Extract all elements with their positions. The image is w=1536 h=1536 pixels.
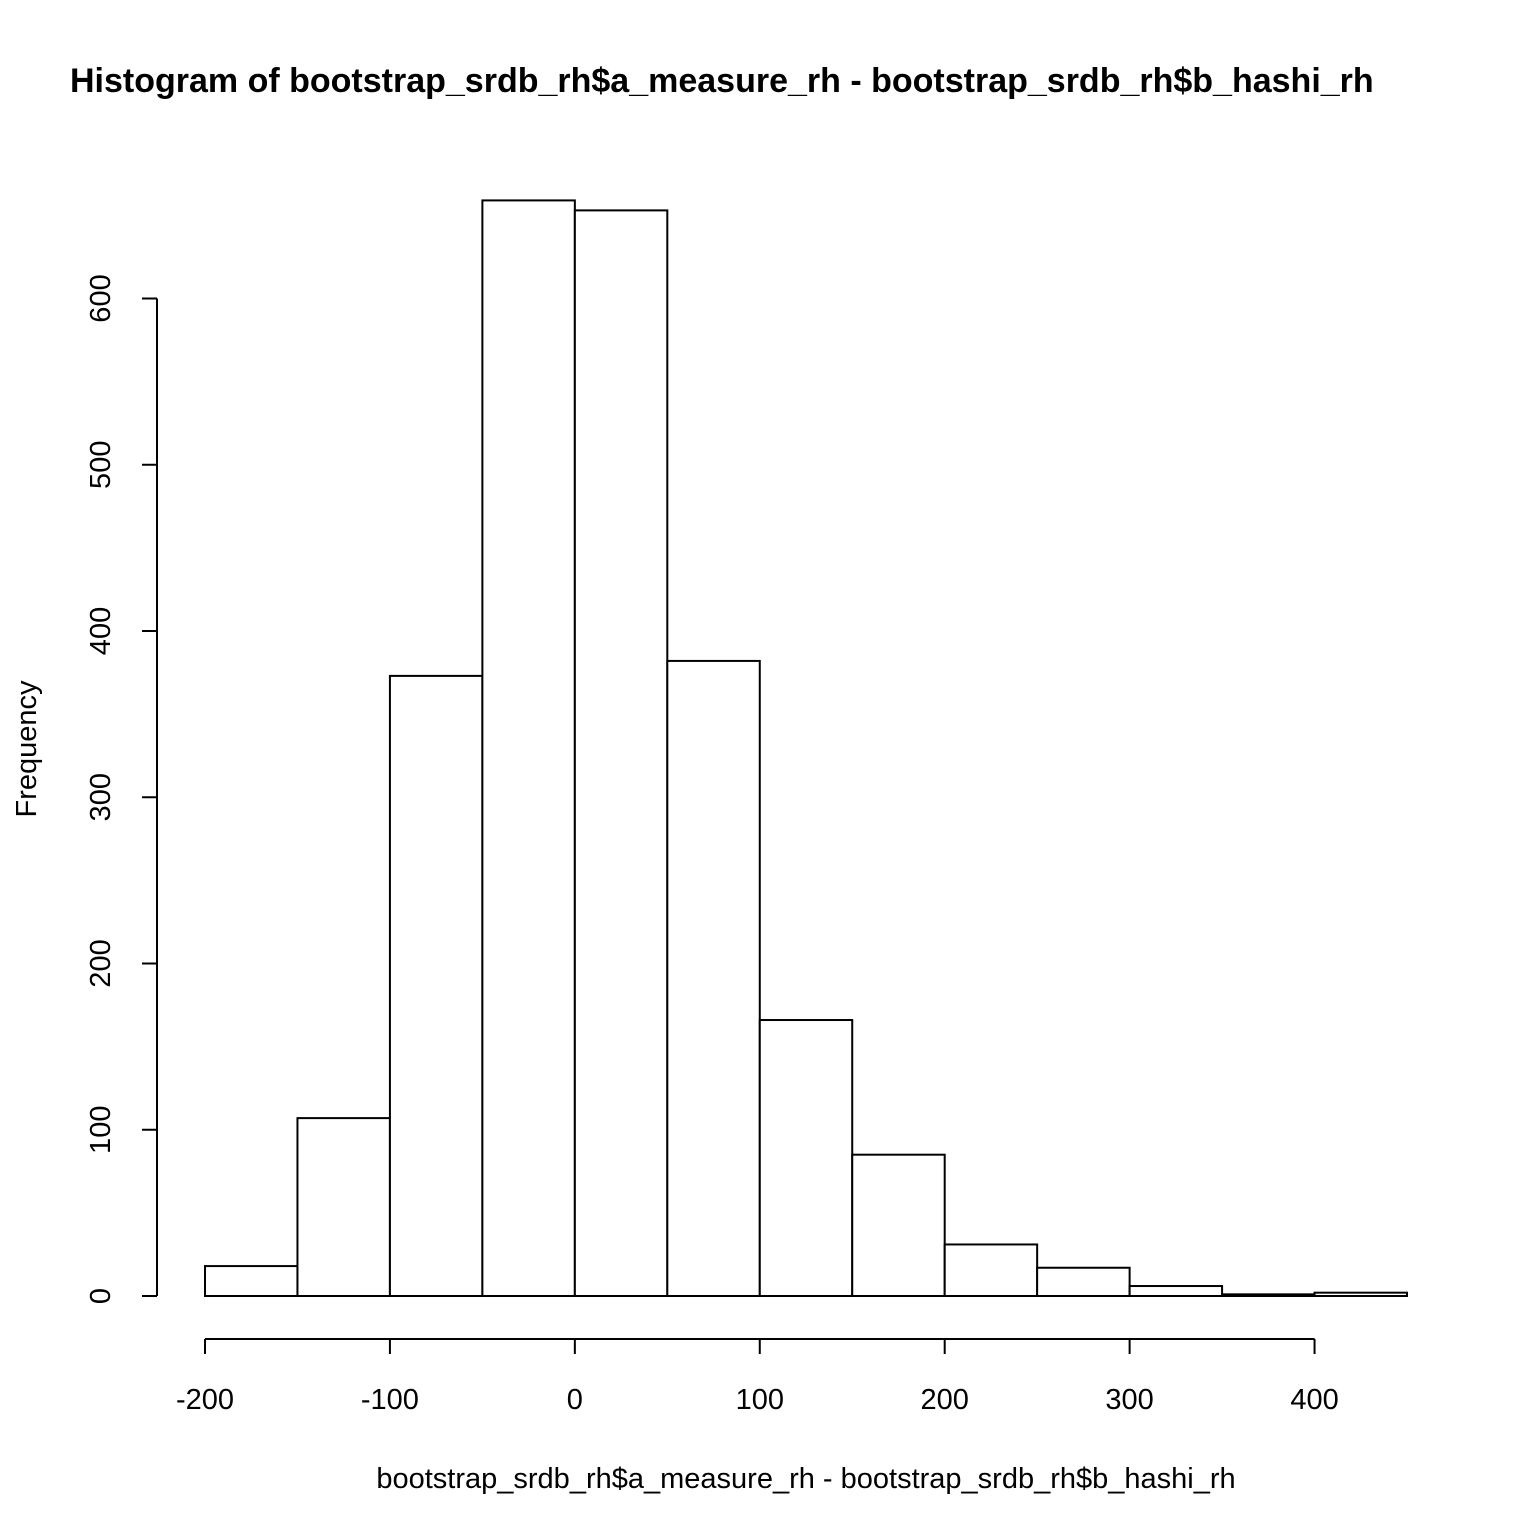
y-tick-label: 500 — [85, 441, 117, 489]
x-tick-label: 0 — [567, 1384, 583, 1416]
x-axis-label: bootstrap_srdb_rh$a_measure_rh - bootstr… — [376, 1463, 1235, 1495]
x-tick-label: 300 — [1105, 1384, 1153, 1416]
x-axis: -200 -100 0 100 200 300 400 — [176, 1338, 1339, 1416]
x-tick-label: 400 — [1290, 1384, 1338, 1416]
y-tick-label: 400 — [85, 607, 117, 655]
y-tick-label: 100 — [85, 1106, 117, 1154]
histogram-bars — [204, 199, 1408, 1298]
histogram-bar — [204, 1265, 299, 1297]
histogram-bar — [666, 659, 761, 1297]
histogram-bar — [1221, 1293, 1316, 1298]
y-tick-label: 300 — [85, 773, 117, 821]
y-axis: 0 100 200 300 400 500 600 — [85, 274, 158, 1304]
histogram-bar — [851, 1153, 946, 1297]
x-tick-label: -100 — [361, 1384, 419, 1416]
x-tick-label: 200 — [920, 1384, 968, 1416]
y-axis-label: Frequency — [11, 680, 43, 818]
chart-title: Histogram of bootstrap_srdb_rh$a_measure… — [70, 62, 1374, 100]
histogram-bar — [481, 199, 576, 1298]
x-tick-label: -200 — [176, 1384, 234, 1416]
histogram-bar — [1036, 1266, 1131, 1298]
histogram-bar — [573, 209, 669, 1298]
y-tick-label: 200 — [85, 939, 117, 987]
x-tick-label: 100 — [736, 1384, 784, 1416]
histogram-bar — [758, 1019, 854, 1298]
histogram-bar — [943, 1243, 1039, 1298]
histogram-bar — [1128, 1285, 1224, 1298]
y-tick-label: 600 — [85, 274, 117, 322]
y-tick-label: 0 — [85, 1288, 117, 1304]
histogram-bar — [1313, 1291, 1408, 1298]
histogram-bar — [388, 674, 484, 1297]
histogram-bar — [296, 1117, 391, 1298]
